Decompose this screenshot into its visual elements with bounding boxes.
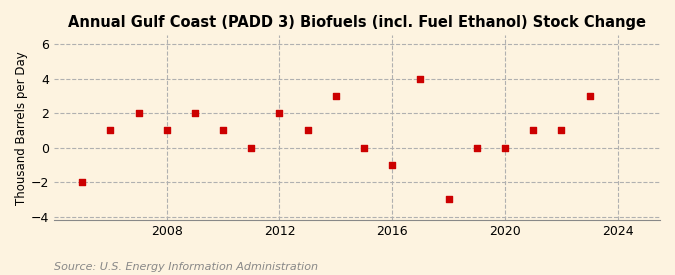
Point — [331, 94, 342, 98]
Point — [274, 111, 285, 115]
Point — [246, 145, 256, 150]
Point — [302, 128, 313, 133]
Y-axis label: Thousand Barrels per Day: Thousand Barrels per Day — [15, 51, 28, 205]
Point — [358, 145, 369, 150]
Point — [161, 128, 172, 133]
Point — [471, 145, 482, 150]
Point — [218, 128, 229, 133]
Point — [387, 163, 398, 167]
Point — [500, 145, 510, 150]
Point — [105, 128, 116, 133]
Point — [556, 128, 567, 133]
Text: Source: U.S. Energy Information Administration: Source: U.S. Energy Information Administ… — [54, 262, 318, 272]
Point — [77, 180, 88, 184]
Point — [584, 94, 595, 98]
Point — [415, 76, 426, 81]
Title: Annual Gulf Coast (PADD 3) Biofuels (incl. Fuel Ethanol) Stock Change: Annual Gulf Coast (PADD 3) Biofuels (inc… — [68, 15, 646, 30]
Point — [443, 197, 454, 202]
Point — [133, 111, 144, 115]
Point — [190, 111, 200, 115]
Point — [528, 128, 539, 133]
